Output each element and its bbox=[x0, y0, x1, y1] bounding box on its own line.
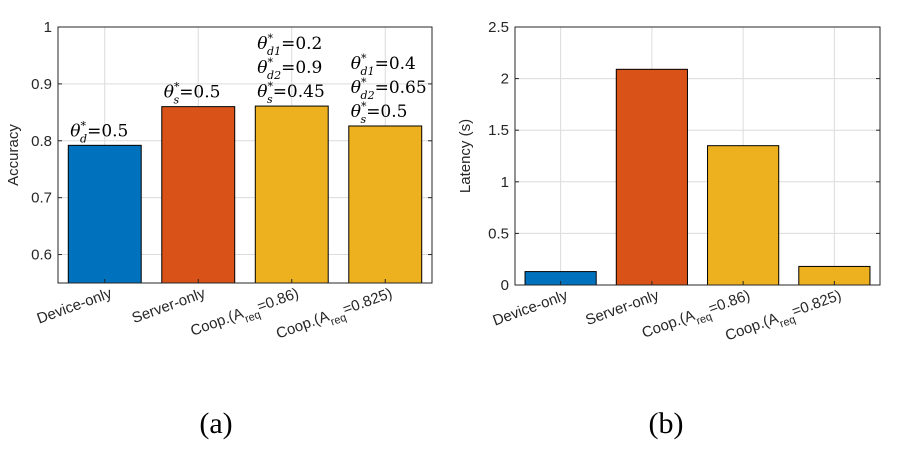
bar bbox=[161, 106, 236, 284]
panel-label: (a) bbox=[199, 407, 232, 440]
x-tick-label: Device-only bbox=[35, 285, 115, 328]
y-tick-label: 1 bbox=[501, 174, 509, 191]
y-tick-label: 0.9 bbox=[31, 76, 52, 93]
bar bbox=[615, 68, 688, 286]
y-tick-label: 1 bbox=[44, 19, 52, 36]
bar-annotation: θ* d2=0.9 bbox=[257, 56, 322, 82]
bar-annotation: θ* d=0.5 bbox=[70, 119, 128, 145]
y-axis-label: Latency (s) bbox=[457, 119, 474, 193]
y-tick-label: 0.7 bbox=[31, 190, 52, 207]
bar-annotation: θ* d1=0.2 bbox=[257, 32, 322, 58]
panel-label: (b) bbox=[649, 407, 684, 440]
y-tick-label: 1.5 bbox=[488, 122, 509, 139]
y-axis-label: Accuracy bbox=[5, 124, 22, 186]
bar-annotation: θ* s=0.5 bbox=[164, 81, 221, 107]
bar-annotation: θ* s=0.45 bbox=[257, 80, 325, 106]
y-tick-label: 0.6 bbox=[31, 247, 52, 264]
bar bbox=[67, 144, 142, 284]
y-tick-label: 2.5 bbox=[488, 19, 509, 36]
plot-area bbox=[515, 27, 880, 285]
bar bbox=[348, 125, 423, 284]
bar-annotation: θ* d1=0.4 bbox=[351, 52, 416, 78]
bar-annotation: θ* s=0.5 bbox=[351, 100, 408, 126]
axes-box bbox=[514, 26, 881, 286]
bar-annotation: θ* d2=0.65 bbox=[351, 76, 427, 102]
bar bbox=[254, 105, 329, 284]
y-tick-label: 0 bbox=[501, 277, 509, 294]
y-tick-label: 2 bbox=[501, 71, 509, 88]
axes-box bbox=[57, 26, 433, 284]
bar bbox=[707, 145, 780, 286]
y-tick-label: 0.8 bbox=[31, 133, 52, 150]
y-tick-label: 0.5 bbox=[488, 225, 509, 242]
